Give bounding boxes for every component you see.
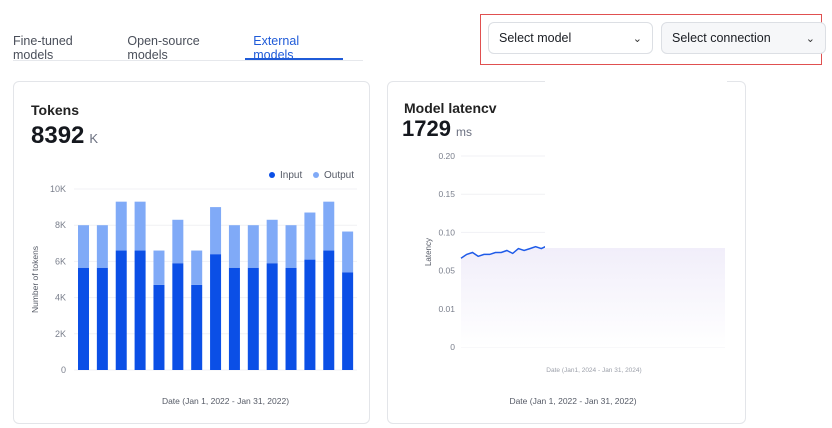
tab-open-source[interactable]: Open-source models xyxy=(127,34,200,62)
tokens-title: Tokens xyxy=(31,102,79,118)
bar-output xyxy=(285,225,297,268)
latency-value: 1729 ms xyxy=(402,116,472,142)
y-tick-label: 4K xyxy=(55,293,66,303)
latency-number: 1729 xyxy=(402,116,451,141)
y-axis-label: Latency xyxy=(424,238,433,266)
bar-input xyxy=(78,267,89,370)
bar-output xyxy=(323,201,335,251)
bar-output xyxy=(96,225,108,268)
model-tabs: Fine-tuned models Open-source models Ext… xyxy=(13,28,363,62)
chevron-down-icon: ⌄ xyxy=(805,32,815,45)
bar-output xyxy=(342,231,354,273)
x-axis-label-secondary: Date (Jan1, 2024 - Jan 31, 2024) xyxy=(546,367,641,374)
bar-output xyxy=(304,212,316,260)
bar-input xyxy=(342,272,354,370)
legend-output-label: Output xyxy=(324,170,354,181)
tokens-number: 8392 xyxy=(31,122,85,149)
x-axis-label: Date (Jan 1, 2022 - Jan 31, 2022) xyxy=(509,396,636,406)
legend-input-dot xyxy=(269,172,275,178)
tokens-unit: K xyxy=(89,131,99,146)
bar-input xyxy=(96,267,108,370)
bar-input xyxy=(228,267,240,370)
bar-output xyxy=(247,225,259,268)
bar-input xyxy=(172,263,184,370)
overlay-patch xyxy=(545,78,727,248)
latency-unit: ms xyxy=(455,125,472,139)
latency-title: Model latencv xyxy=(404,100,497,116)
bar-output xyxy=(266,219,278,264)
bar-output xyxy=(78,225,89,268)
y-tick-label: 8K xyxy=(55,220,66,230)
bar-output xyxy=(115,201,127,251)
bar-input xyxy=(285,267,297,370)
select-model-dropdown[interactable]: Select model ⌄ xyxy=(488,22,653,54)
y-tick-label: 2K xyxy=(55,329,66,339)
bar-input xyxy=(115,250,127,370)
bar-output xyxy=(191,250,203,285)
bar-input xyxy=(323,250,335,370)
bar-output xyxy=(153,250,165,285)
bar-input xyxy=(134,250,146,370)
x-axis-label: Date (Jan 1, 2022 - Jan 31, 2022) xyxy=(162,396,289,406)
tokens-chart: 0 2K 4K 6K 8K 10K Number of tokens Date (Jan 1,… xyxy=(30,170,357,406)
legend-input-label: Input xyxy=(280,170,302,181)
bar-output xyxy=(210,207,222,255)
tokens-card: Tokens 8392 K 0 2K 4K 6K 8K 10K Number of token… xyxy=(13,81,370,424)
y-axis-label: Number of tokens xyxy=(30,246,40,313)
bar-output xyxy=(172,219,184,264)
y-tick-label: 6K xyxy=(55,256,66,266)
bar-input xyxy=(210,254,222,370)
tokens-value: 8392 K xyxy=(31,122,98,150)
y-tick-label: 0.10 xyxy=(438,227,455,237)
bar-output xyxy=(228,225,240,268)
select-model-value: Select model xyxy=(499,31,572,45)
legend-output-dot xyxy=(313,172,319,178)
y-tick-label: 0 xyxy=(450,342,455,352)
y-tick-label: 0 xyxy=(61,365,66,375)
tab-fine-tuned[interactable]: Fine-tuned models xyxy=(13,34,73,62)
chevron-down-icon: ⌄ xyxy=(632,32,642,45)
select-connection-value: Select connection xyxy=(672,31,771,45)
y-tick-label: 0.15 xyxy=(438,189,455,199)
bar-input xyxy=(153,284,165,370)
bar-input xyxy=(304,259,316,370)
bar-output xyxy=(134,201,146,251)
bar-input xyxy=(266,263,278,370)
tab-external[interactable]: External models xyxy=(245,28,343,62)
y-tick-label: 0.20 xyxy=(438,151,455,161)
select-connection-dropdown[interactable]: Select connection ⌄ xyxy=(661,22,826,54)
bar-input xyxy=(247,267,259,370)
y-tick-label: 10K xyxy=(50,184,66,194)
bar-input xyxy=(191,284,203,370)
y-tick-label: 0.01 xyxy=(438,304,455,314)
y-tick-label: 0.05 xyxy=(438,266,455,276)
